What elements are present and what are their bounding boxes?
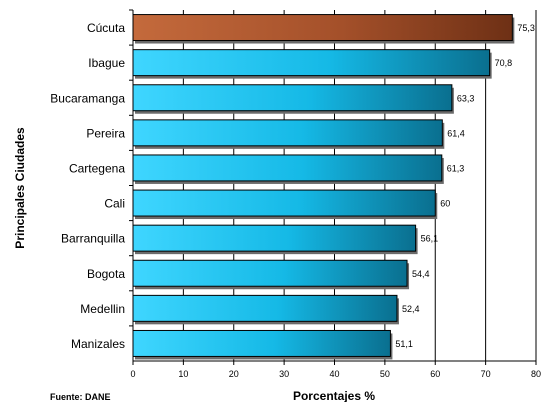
x-tick-label: 60 bbox=[430, 369, 440, 379]
category-label: Ibague bbox=[88, 56, 125, 70]
category-label: Cúcuta bbox=[87, 21, 125, 35]
data-label: 61,4 bbox=[447, 128, 465, 138]
category-label: Bucaramanga bbox=[50, 91, 125, 105]
x-tick-label: 40 bbox=[329, 369, 339, 379]
data-label: 51,1 bbox=[395, 339, 413, 349]
x-tick-label: 10 bbox=[178, 369, 188, 379]
category-label: Bogota bbox=[87, 267, 125, 281]
x-tick-label: 70 bbox=[481, 369, 491, 379]
data-label: 75,3 bbox=[517, 23, 535, 33]
category-label: Manizales bbox=[71, 337, 125, 351]
data-label: 63,3 bbox=[457, 93, 475, 103]
data-label: 52,4 bbox=[402, 304, 420, 314]
bar bbox=[132, 49, 491, 77]
x-tick-label: 0 bbox=[130, 369, 135, 379]
axes: 0 10 20 30 40 50 60 70 80 Cúcuta Ibague Bucaramanga… bbox=[50, 9, 541, 379]
data-label: 54,4 bbox=[412, 269, 430, 279]
bar bbox=[132, 329, 391, 357]
category-label: Cali bbox=[104, 197, 125, 211]
data-label: 70,8 bbox=[495, 58, 513, 68]
bar bbox=[132, 224, 417, 252]
x-tick-label: 50 bbox=[380, 369, 390, 379]
bar bbox=[132, 119, 443, 147]
x-axis-title: Porcentajes % bbox=[293, 389, 375, 402]
category-label: Medellin bbox=[80, 302, 125, 316]
bar bbox=[132, 84, 453, 112]
x-tick-label: 20 bbox=[229, 369, 239, 379]
category-label: Cartegena bbox=[69, 161, 125, 175]
x-tick-label: 80 bbox=[531, 369, 541, 379]
data-label: 61,3 bbox=[447, 163, 465, 173]
data-label: 56,1 bbox=[421, 234, 439, 244]
y-axis-title: Principales Ciudades bbox=[13, 127, 27, 249]
bar bbox=[132, 259, 408, 287]
bar bbox=[132, 14, 513, 42]
category-label: Barranquilla bbox=[61, 232, 125, 246]
x-tick-label: 30 bbox=[279, 369, 289, 379]
data-label: 60 bbox=[440, 199, 450, 209]
bar bbox=[132, 294, 398, 322]
bar bbox=[132, 189, 436, 217]
bars: 75,3 70,8 63,3 61,4 61,3 60 56,1 54,4 52,4 51,1 bbox=[132, 14, 535, 360]
source-note: Fuente: DANE bbox=[50, 393, 111, 402]
category-label: Pereira bbox=[86, 126, 125, 140]
bar bbox=[132, 154, 443, 182]
